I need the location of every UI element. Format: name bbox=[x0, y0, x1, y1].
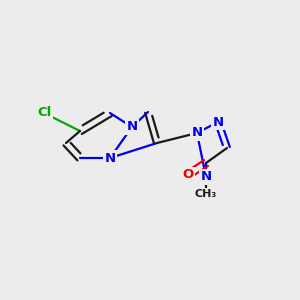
Text: N: N bbox=[191, 127, 203, 140]
Text: O: O bbox=[182, 169, 194, 182]
Text: N: N bbox=[126, 121, 138, 134]
Text: N: N bbox=[212, 116, 224, 128]
Text: CH₃: CH₃ bbox=[195, 189, 217, 199]
Text: Cl: Cl bbox=[37, 106, 51, 119]
Text: N: N bbox=[200, 170, 211, 184]
Text: N: N bbox=[104, 152, 116, 164]
